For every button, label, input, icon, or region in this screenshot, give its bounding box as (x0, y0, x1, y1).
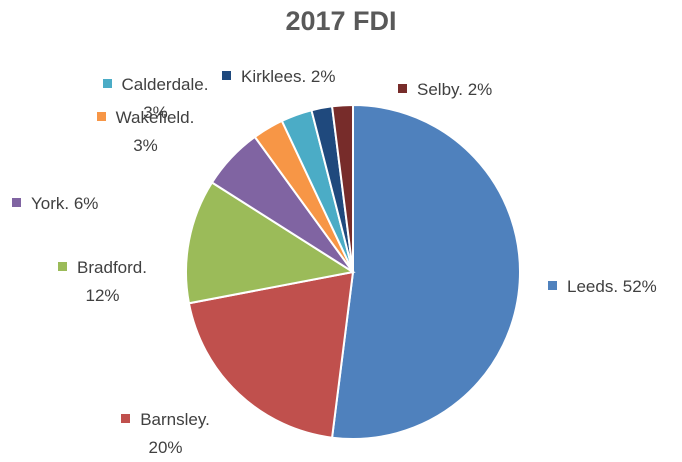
label-text: York. 6% (31, 194, 99, 213)
label-text: Wakefield. 3% (115, 108, 195, 155)
pie-slice (330, 103, 354, 273)
pie-slice (330, 103, 521, 440)
label-text: Kirklees. 2% (241, 67, 336, 86)
label-text: Calderdale. 3% (121, 75, 209, 122)
label-text: Leeds. 52% (567, 277, 657, 296)
legend-marker (222, 71, 231, 80)
data-label: Barnsley. 20% (108, 406, 223, 462)
legend-marker (96, 112, 106, 121)
data-label: Selby. 2% (398, 76, 538, 104)
label-text: Barnsley. 20% (140, 410, 210, 457)
legend-marker (58, 262, 68, 271)
label-text: Bradford. 12% (77, 258, 147, 305)
legend-marker (548, 281, 557, 290)
data-label: Bradford. 12% (45, 254, 160, 310)
legend-marker (12, 198, 21, 207)
legend-marker (102, 79, 112, 88)
pie-slice (187, 270, 355, 439)
data-label: Wakefield. 3% (88, 104, 203, 160)
legend-marker (121, 414, 131, 423)
chart-title: 2017 FDI (285, 6, 397, 36)
legend-marker (398, 84, 407, 93)
data-label: Kirklees. 2% (222, 63, 382, 91)
data-label: York. 6% (12, 190, 162, 218)
pie-slice (185, 181, 356, 305)
data-label: Leeds. 52% (548, 273, 682, 301)
data-label: Calderdale. 3% (98, 71, 213, 127)
label-text: Selby. 2% (417, 80, 493, 99)
